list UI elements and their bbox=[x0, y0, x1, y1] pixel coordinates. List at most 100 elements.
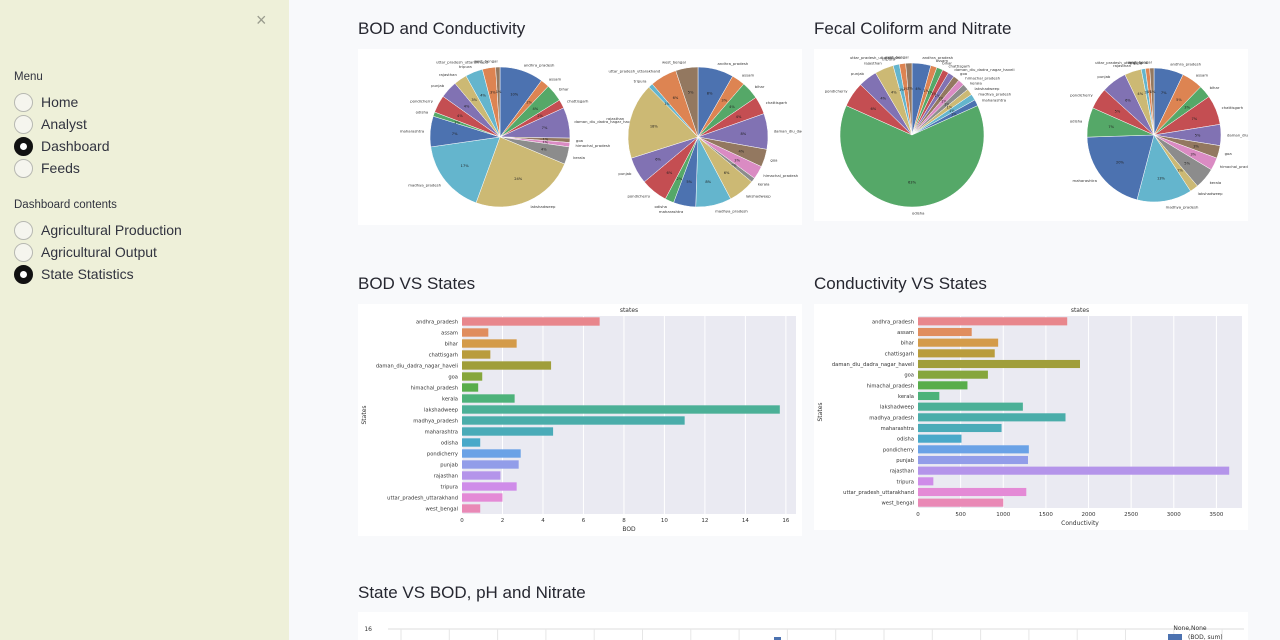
pie-label-odisha: odisha bbox=[912, 211, 925, 216]
pie-label-punjab: punjab bbox=[851, 71, 865, 76]
bar-west_bengal bbox=[462, 504, 481, 513]
pie-label-andhra_pradesh: andhra_pradesh bbox=[1170, 61, 1201, 66]
pie-label-assam: assam bbox=[742, 72, 755, 77]
pie-label-uttar_pradesh_uttarakhand: uttar_pradesh_uttarakhand bbox=[609, 68, 661, 73]
pie-label-bihar: bihar bbox=[559, 87, 569, 92]
plot-area bbox=[462, 316, 796, 514]
pie-pct-label: 1% bbox=[664, 102, 670, 106]
pie-pct-label: 4% bbox=[464, 105, 470, 109]
pie-label-punjab: punjab bbox=[618, 171, 632, 176]
pie-label-himachal_pradesh: himachal_pradesh bbox=[763, 173, 798, 178]
pie-pct-label: 1% bbox=[941, 99, 947, 103]
radio-button[interactable] bbox=[14, 264, 33, 284]
y-tick-label: pondicherry bbox=[883, 447, 914, 453]
pie-label-west_bengal: west_bengal bbox=[1128, 60, 1152, 65]
contents-option-state-statistics[interactable]: State Statistics bbox=[14, 263, 134, 285]
pie-label-tripura: tripura bbox=[882, 56, 895, 61]
y-axis-label: States bbox=[361, 405, 368, 424]
y-tick-label: chattisgarh bbox=[885, 351, 914, 357]
y-tick-label: andhra_pradesh bbox=[872, 319, 914, 325]
pie-label-odisha: odisha bbox=[1070, 119, 1083, 124]
y-tick-label: goa bbox=[904, 373, 914, 379]
bar-bihar bbox=[918, 338, 999, 347]
pie-label-daman_diu_dadra_nagar_haveli: daman_diu_dadra_nagar_haveli bbox=[774, 128, 802, 133]
bar-bihar bbox=[462, 339, 517, 348]
pie-label-lakshadweep: lakshadweep bbox=[530, 204, 555, 209]
pie-label-assam: assam bbox=[936, 58, 949, 63]
bar-chart-panel-bod-ph-nitrate: 16 None,None (BOD, sum) bbox=[358, 612, 1248, 640]
radio-button[interactable] bbox=[14, 136, 33, 156]
pie-pct-label: 20% bbox=[1116, 161, 1125, 165]
pie-label-rajasthan: rajasthan bbox=[606, 116, 624, 121]
pie-pct-label: 1% bbox=[949, 109, 955, 113]
radio-button[interactable] bbox=[14, 158, 33, 178]
radio-label: Feeds bbox=[41, 160, 80, 176]
pie-label-west_bengal: west_bengal bbox=[474, 59, 498, 64]
pie-label-maharashtra: maharashtra bbox=[659, 209, 683, 214]
x-tick-label: 14 bbox=[742, 518, 749, 524]
bar-pondicherry bbox=[918, 445, 1029, 454]
pie-slice-west_bengal bbox=[675, 66, 699, 138]
bar-kerala bbox=[462, 394, 515, 403]
contents-option-agricultural-output[interactable]: Agricultural Output bbox=[14, 241, 157, 263]
pie-label-andhra_pradesh: andhra_pradesh bbox=[922, 55, 953, 60]
section-title-conductivity-vs-states: Conductivity VS States bbox=[814, 274, 987, 293]
pie-slice-odisha bbox=[839, 105, 985, 208]
chart-title: states bbox=[620, 307, 638, 314]
bar-chattisgarh bbox=[462, 350, 491, 359]
menu-option-home[interactable]: Home bbox=[14, 91, 78, 113]
radio-button[interactable] bbox=[14, 242, 33, 262]
pie-pct-label: 4% bbox=[480, 93, 486, 97]
radio-label: Dashboard bbox=[41, 138, 110, 154]
radio-label: Analyst bbox=[41, 116, 87, 132]
pie-label-himachal_pradesh: himachal_pradesh bbox=[576, 143, 611, 148]
bar-madhya_pradesh bbox=[462, 416, 685, 425]
bar-odisha bbox=[462, 438, 481, 447]
radio-button[interactable] bbox=[14, 92, 33, 112]
pie-label-madhya_pradesh: madhya_pradesh bbox=[715, 209, 748, 214]
menu-option-analyst[interactable]: Analyst bbox=[14, 113, 87, 135]
menu-option-dashboard[interactable]: Dashboard bbox=[14, 135, 110, 157]
pie-label-pondicherry: pondicherry bbox=[410, 99, 433, 104]
y-tick-label: west_bengal bbox=[882, 501, 914, 507]
pie-label-goa: goa bbox=[576, 138, 583, 143]
pie-pct-label: 1% bbox=[935, 94, 941, 98]
pie-label-madhya_pradesh: madhya_pradesh bbox=[978, 92, 1011, 97]
contents-option-agricultural-production[interactable]: Agricultural Production bbox=[14, 219, 182, 241]
y-tick-label: daman_diu_dadra_nagar_haveli bbox=[832, 362, 914, 368]
pie-label-assam: assam bbox=[1196, 73, 1209, 78]
pie-pct-label: 1% bbox=[496, 90, 502, 94]
x-tick-label: 16 bbox=[782, 518, 789, 524]
pie-label-lakshadweep: lakshadweep bbox=[1198, 191, 1223, 196]
pie-pct-label: 6% bbox=[667, 171, 673, 175]
pie-slice-rajasthan bbox=[627, 86, 699, 159]
legend-title: None,None bbox=[1173, 625, 1207, 632]
dashboard-contents-title: Dashboard contents bbox=[14, 199, 117, 211]
pie-label-himachal_pradesh: himachal_pradesh bbox=[1220, 164, 1248, 169]
radio-label: Agricultural Output bbox=[41, 244, 157, 260]
pie-pct-label: 1% bbox=[543, 138, 549, 142]
bar-andhra_pradesh bbox=[462, 317, 600, 326]
y-tick-label: odisha bbox=[441, 441, 458, 447]
radio-button[interactable] bbox=[14, 114, 33, 134]
x-tick-label: 12 bbox=[701, 518, 708, 524]
close-sidebar-icon[interactable]: × bbox=[256, 10, 267, 30]
bar-chattisgarh bbox=[918, 349, 995, 358]
radio-button[interactable] bbox=[14, 220, 33, 240]
pie-pct-label: 5% bbox=[688, 91, 694, 95]
bar-kerala bbox=[918, 391, 940, 401]
pie-pct-label: 2% bbox=[677, 177, 683, 181]
bar-punjab bbox=[462, 460, 519, 469]
pie-label-uttar_pradesh_uttarakhand: uttar_pradesh_uttarakhand bbox=[436, 59, 488, 64]
pie-label-chattisgarh: chattisgarh bbox=[567, 99, 589, 104]
bar-maharashtra bbox=[918, 423, 1002, 433]
pie-pct-label: 2% bbox=[537, 114, 543, 118]
y-tick-label: rajasthan bbox=[890, 469, 914, 475]
menu-option-feeds[interactable]: Feeds bbox=[14, 157, 80, 179]
pie-label-tripura: tripura bbox=[634, 79, 647, 84]
pie-label-lakshadweep: lakshadweep bbox=[746, 194, 771, 199]
y-tick-label: kerala bbox=[898, 394, 914, 400]
bar-west_bengal bbox=[918, 498, 1004, 507]
legend-swatch bbox=[1168, 634, 1182, 640]
y-tick-label: uttar_pradesh_uttarakhand bbox=[387, 496, 458, 502]
